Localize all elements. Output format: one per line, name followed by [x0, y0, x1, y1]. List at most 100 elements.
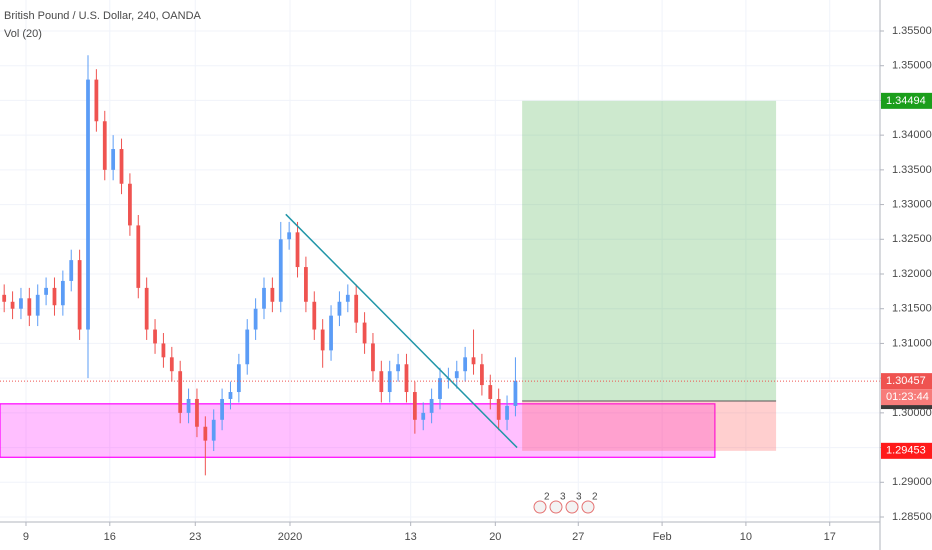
- candle-body: [463, 357, 468, 372]
- candle-body: [345, 294, 350, 302]
- candle-body: [320, 329, 325, 351]
- x-tick-label: 10: [740, 531, 752, 543]
- candle-body: [387, 371, 392, 393]
- price-label-box: [881, 92, 932, 109]
- x-tick-label: 9: [23, 531, 29, 543]
- candle-body: [253, 308, 258, 330]
- event-icon: [533, 500, 547, 514]
- y-tick-label: 1.31500: [892, 303, 932, 315]
- y-tick-label: 1.29000: [892, 476, 932, 488]
- candle-body: [312, 301, 317, 330]
- candle-body: [211, 419, 216, 441]
- candle-body: [52, 287, 57, 306]
- y-tick-label: 1.34000: [892, 129, 932, 141]
- x-tick-label: 20: [489, 531, 501, 543]
- event-count: 2: [592, 492, 598, 503]
- candle-body: [278, 239, 283, 302]
- candle-body: [496, 398, 501, 420]
- countdown: 01:23:44: [886, 391, 929, 403]
- chart-title: British Pound / U.S. Dollar, 240, OANDA: [4, 10, 202, 22]
- y-tick-label: 1.32000: [892, 268, 932, 280]
- event-icon: [549, 500, 563, 514]
- candle-body: [144, 287, 149, 330]
- candle-body: [329, 315, 333, 351]
- loss-zone: [522, 401, 777, 451]
- candle-body: [69, 260, 74, 281]
- candle-body: [262, 287, 266, 309]
- candle-body: [220, 398, 224, 420]
- price-label: 1.29453: [886, 445, 926, 457]
- event-count: 3: [560, 492, 566, 503]
- candle-body: [488, 385, 493, 399]
- x-tick-label: 2020: [278, 531, 302, 543]
- event-count: 3: [576, 492, 582, 503]
- profit-zone: [522, 100, 777, 402]
- candle-body: [337, 301, 342, 316]
- candle-body: [471, 357, 476, 365]
- candle-body: [371, 343, 375, 372]
- price-label-box: [881, 373, 932, 390]
- candle-body: [186, 398, 191, 413]
- candle-body: [35, 294, 40, 316]
- candle-body: [169, 357, 174, 372]
- y-tick-label: 1.33000: [892, 198, 932, 210]
- candle-body: [304, 267, 308, 302]
- candle-body: [195, 398, 199, 427]
- y-tick-label: 1.33500: [892, 164, 932, 176]
- candle-body: [27, 298, 32, 316]
- candle-body: [203, 426, 208, 441]
- candle-body: [396, 364, 400, 372]
- candle-body: [354, 294, 359, 323]
- candle-body: [44, 287, 48, 295]
- candle-body: [454, 371, 459, 379]
- trendline: [285, 213, 518, 449]
- x-tick-label: 16: [104, 531, 116, 543]
- candle-body: [295, 232, 300, 268]
- candle-body: [228, 392, 233, 399]
- x-tick-label: 23: [189, 531, 201, 543]
- candle-body: [236, 364, 241, 393]
- x-tick-label: 27: [572, 531, 584, 543]
- event-count: 2: [544, 492, 550, 503]
- price-label: 1.34494: [886, 95, 926, 107]
- price-label-box: [881, 442, 932, 459]
- candle-body: [60, 280, 65, 306]
- candle-body: [480, 364, 484, 386]
- candle-body: [178, 371, 183, 413]
- y-tick-label: 1.35500: [892, 25, 932, 37]
- candle-body: [287, 232, 292, 240]
- x-tick-label: 17: [824, 531, 836, 543]
- candle-body: [136, 225, 141, 288]
- y-tick-label: 1.32500: [892, 233, 932, 245]
- candle-body: [102, 121, 107, 170]
- y-tick-label: 1.35000: [892, 60, 932, 72]
- candle-body: [77, 260, 82, 330]
- y-tick-label: 1.30000: [892, 407, 932, 419]
- candle-body: [111, 149, 116, 170]
- candle-body: [429, 398, 434, 413]
- candle-body: [421, 412, 426, 420]
- y-tick-label: 1.31000: [892, 337, 932, 349]
- candle-body: [161, 343, 166, 358]
- candle-body: [94, 79, 99, 122]
- candle-body: [128, 183, 132, 226]
- countdown-box: [881, 389, 932, 406]
- price-label: 1.30457: [886, 375, 926, 387]
- candle-body: [86, 79, 90, 330]
- x-tick-label: Feb: [653, 531, 672, 543]
- x-tick-label: 13: [405, 531, 417, 543]
- event-icon: [581, 500, 595, 514]
- candle-body: [19, 298, 23, 309]
- candle-body: [153, 329, 157, 344]
- candle-body: [10, 301, 15, 309]
- y-tick-label: 1.28500: [892, 511, 932, 523]
- indicator-label: Vol (20): [4, 28, 42, 40]
- candle-body: [505, 405, 509, 420]
- candle-body: [119, 149, 124, 184]
- candle-body: [438, 378, 442, 399]
- candle-body: [404, 364, 409, 393]
- candle-body: [513, 380, 518, 406]
- event-icon: [565, 500, 579, 514]
